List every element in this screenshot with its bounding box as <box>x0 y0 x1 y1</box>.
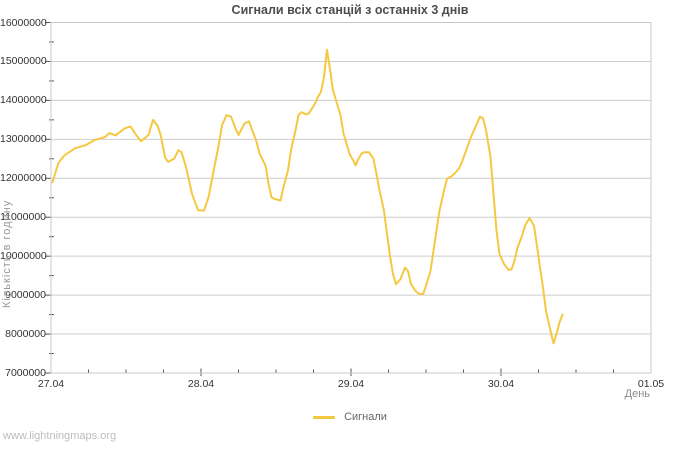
signal-line-series <box>51 48 564 345</box>
x-tick-label: 27.04 <box>37 377 65 390</box>
y-tick-label: 8000000 <box>5 328 46 341</box>
y-tick-label: 11000000 <box>0 211 46 224</box>
legend-line-swatch <box>313 415 336 419</box>
y-tick-label: 10000000 <box>0 250 47 263</box>
x-axis-title: День <box>624 388 650 400</box>
x-tick-label: 30.04 <box>487 377 515 390</box>
x-tick-label: 29.04 <box>337 377 365 390</box>
x-tick-label: 28.04 <box>187 377 215 390</box>
y-tick-label: 15000000 <box>0 55 47 68</box>
y-tick-label: 12000000 <box>0 172 47 185</box>
y-tick-label: 14000000 <box>0 94 47 107</box>
y-tick-label: 13000000 <box>0 133 47 146</box>
y-tick-label: 9000000 <box>5 289 46 302</box>
legend-label: Сигнали <box>344 411 387 423</box>
y-tick-label: 16000000 <box>0 16 47 29</box>
y-axis-title: Кількість в годину <box>1 199 13 308</box>
y-tick-label: 7000000 <box>5 367 46 379</box>
chart-title: Сигнали всіх станцій з останніх 3 днів <box>231 3 469 17</box>
x-tick-label: 01.05 <box>637 377 665 390</box>
watermark-text: www.lightningmaps.org <box>3 430 117 442</box>
plot-frame <box>50 22 652 374</box>
legend: Сигнали <box>0 411 700 423</box>
